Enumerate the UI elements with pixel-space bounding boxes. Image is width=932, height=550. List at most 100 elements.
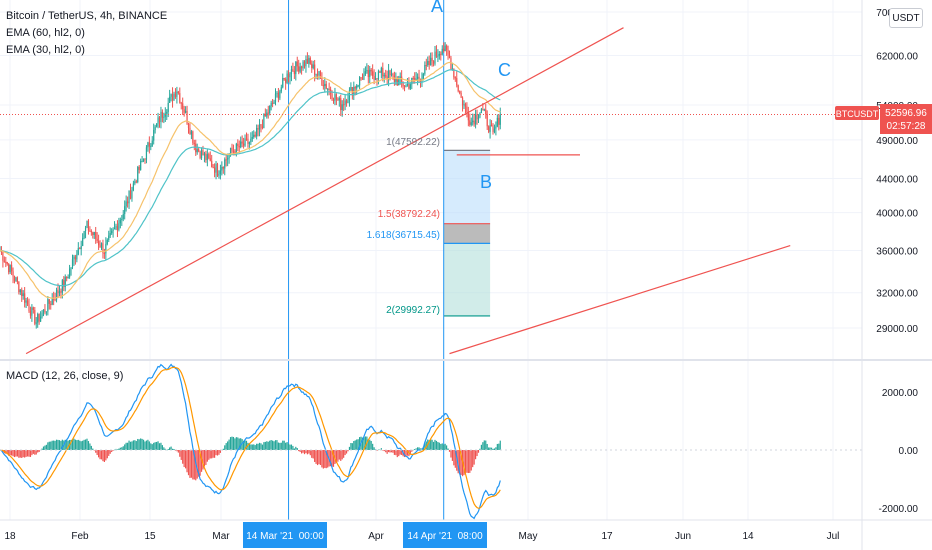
macd-histogram-bar [150, 443, 152, 450]
macd-histogram-bar [335, 450, 337, 463]
fib-label-1-618: 1.618(36715.45) [367, 230, 440, 241]
candle-body [154, 126, 156, 131]
candle-body [324, 83, 326, 87]
candle-body [360, 77, 362, 79]
candle-body [205, 153, 207, 160]
macd-histogram-bar [451, 450, 453, 461]
candle-body [231, 147, 233, 151]
candle-body [302, 61, 304, 69]
candle-body [489, 124, 491, 132]
macd-histogram-bar [121, 447, 123, 450]
macd-histogram-bar [118, 448, 120, 450]
candle-body [183, 109, 185, 113]
candle-body [260, 124, 262, 127]
macd-histogram-bar [263, 442, 265, 450]
vertical-markers[interactable] [288, 0, 445, 520]
candle-body [276, 92, 278, 94]
macd-histogram-bar [31, 450, 33, 456]
candle-body [25, 300, 27, 303]
fib-zone-1-to-1-5[interactable] [443, 150, 491, 224]
fib-zone-1-618-to-2[interactable] [443, 243, 491, 316]
candle-body [385, 75, 387, 77]
candle-body [392, 73, 394, 76]
candle-body [418, 76, 420, 79]
macd-histogram-bar [496, 443, 498, 450]
candle-body [38, 314, 40, 322]
candle-body [57, 289, 59, 294]
candle-body [218, 173, 220, 176]
macd-histogram-bar [380, 448, 382, 450]
time-highlight-2-bg [403, 522, 487, 548]
macd-histogram-bar [393, 450, 395, 455]
macd-histogram-bar [67, 440, 69, 450]
macd-histogram-bar [15, 450, 17, 457]
candle-body [475, 114, 477, 125]
macd-histogram-bar [74, 439, 76, 450]
macd-histogram-bar [193, 450, 195, 480]
macd-legend[interactable]: MACD (12, 26, close, 9) [6, 368, 123, 385]
macd-histogram-bar [231, 436, 233, 450]
candle-body [47, 299, 49, 312]
macd-histogram-bar [241, 439, 243, 450]
macd-histogram-bar [341, 450, 343, 460]
macd-histogram-bar [145, 440, 148, 450]
candle-body [454, 77, 456, 79]
candle-body [40, 316, 42, 322]
fib-zones[interactable] [443, 149, 491, 317]
candle-body [153, 130, 155, 141]
time-tick-label: Apr [368, 531, 384, 542]
trendlines[interactable] [0, 27, 862, 355]
candle-body [374, 78, 377, 80]
currency-button[interactable]: USDT [889, 8, 923, 28]
macd-histogram-bar [285, 442, 287, 450]
macd-histogram-bar [354, 440, 356, 450]
candle-body [124, 206, 126, 215]
candle-body [0, 250, 3, 253]
macd-histogram-bar [260, 443, 262, 450]
candle-body [180, 102, 182, 104]
candle-body [312, 64, 314, 69]
macd-histogram-bar [235, 437, 237, 450]
candle-body [274, 93, 277, 102]
time-highlight-1: 14 Mar '21 00:00 [246, 531, 324, 542]
macd-histogram-bar [161, 445, 163, 450]
price-tick-label: 40000.00 [876, 209, 918, 220]
macd-histogram-bar [305, 450, 307, 454]
macd-histogram-bar [158, 443, 161, 450]
candle-body [456, 78, 458, 86]
fib-zone-1-5-to-1-618[interactable] [443, 223, 491, 244]
ema60-legend[interactable]: EMA (60, hl2, 0) [6, 27, 85, 39]
macd-title[interactable]: MACD (12, 26, close, 9) [6, 370, 124, 382]
macd-histogram-bar [167, 448, 169, 450]
trendline[interactable] [25, 27, 624, 355]
candle-body [179, 93, 181, 103]
candle-body [334, 94, 336, 101]
macd-histogram-bar [377, 449, 380, 451]
ema30-legend[interactable]: EMA (30, hl2, 0) [6, 44, 85, 56]
candle-body [26, 300, 29, 305]
macd-histogram-bar [219, 450, 221, 453]
candle-body [32, 307, 34, 310]
candle-body [415, 78, 417, 80]
candle-body [77, 248, 79, 255]
macd-histogram-bar [453, 450, 455, 466]
trendline[interactable] [449, 244, 791, 355]
candle-body [306, 59, 308, 64]
candle-body [206, 154, 208, 160]
macd-histogram-bar [266, 441, 268, 450]
annotation-a[interactable]: A [431, 0, 443, 16]
symbol-title[interactable]: Bitcoin / TetherUS, 4h, BINANCE [6, 10, 168, 22]
candle-body [390, 73, 393, 76]
macd-histogram-bar [337, 450, 339, 462]
candle-body [151, 140, 153, 146]
candle-body [209, 158, 211, 161]
candle-body [356, 85, 358, 89]
annotation-b[interactable]: B [480, 172, 492, 192]
annotation-c[interactable]: C [498, 60, 511, 80]
macd-histogram-bar [361, 437, 364, 450]
macd-histogram-bar [12, 450, 14, 457]
macd-histogram-bar [170, 446, 172, 450]
candle-body [430, 57, 432, 65]
candle-body [86, 220, 88, 228]
